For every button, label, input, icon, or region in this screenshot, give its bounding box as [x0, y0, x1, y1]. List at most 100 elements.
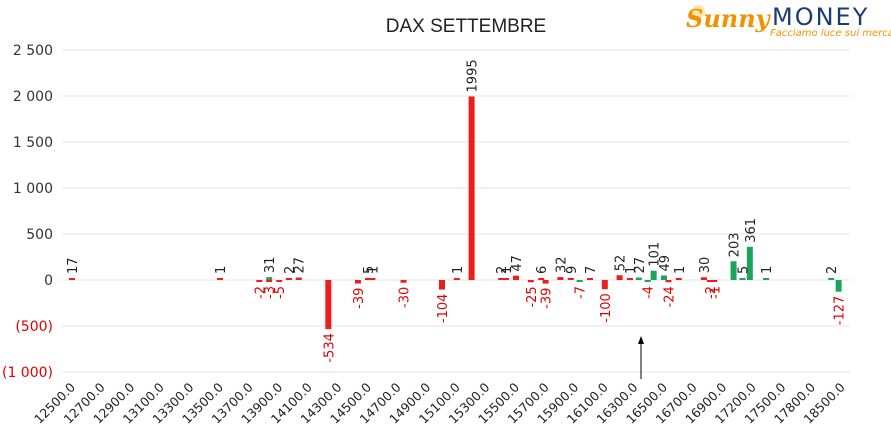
- data-label: 6: [535, 266, 550, 274]
- y-tick-label: (500): [15, 319, 53, 335]
- y-tick-label: 500: [26, 227, 53, 243]
- bar: [513, 275, 519, 280]
- bar: [325, 280, 332, 330]
- data-label: -104: [436, 294, 451, 324]
- bar: [453, 278, 460, 280]
- bars: [69, 96, 842, 330]
- bar: [739, 278, 746, 280]
- data-label: 32: [554, 257, 569, 274]
- data-label: 1: [673, 266, 688, 274]
- bar: [828, 278, 835, 280]
- data-label: -4: [642, 286, 657, 299]
- bar: [626, 278, 633, 280]
- bar: [502, 278, 509, 280]
- bar: [587, 278, 593, 280]
- data-label: 1: [624, 266, 639, 274]
- bar: [439, 280, 445, 290]
- data-label: 17: [66, 257, 81, 274]
- data-label: -39: [352, 288, 367, 309]
- data-label: -3: [263, 286, 278, 299]
- data-label: 27: [633, 257, 648, 274]
- bar: [746, 246, 753, 280]
- bar: [763, 278, 770, 280]
- bar: [468, 96, 475, 281]
- data-label: 30: [698, 257, 713, 274]
- bar: [635, 277, 642, 280]
- y-axis: 2 500 2 000 1 500 1 000 500 0 (500) (1 000): [2, 43, 53, 381]
- bar: [711, 280, 718, 282]
- data-label: -7: [574, 286, 589, 299]
- y-tick-label: 1 000: [13, 181, 53, 197]
- bar: [650, 270, 657, 280]
- data-label: -534: [322, 333, 337, 363]
- bar: [706, 280, 713, 282]
- bar: [567, 278, 574, 280]
- data-label: 52: [614, 255, 629, 272]
- bar: [576, 280, 583, 282]
- y-tick-label: 1 500: [13, 135, 53, 151]
- bar: [365, 278, 371, 280]
- bar: [675, 278, 682, 280]
- logo-brand-sunny: Sunny: [686, 4, 770, 33]
- data-label: 2: [283, 266, 298, 274]
- bar: [730, 261, 737, 280]
- pointer-arrow: [638, 336, 644, 379]
- bar: [557, 277, 564, 280]
- chart-title: DAX SETTEMBRE: [386, 16, 546, 37]
- bar: [266, 280, 273, 282]
- data-label: 27: [293, 257, 308, 274]
- data-label: 7: [584, 266, 599, 274]
- sunny-money-logo: Sunny MONEY Facciamo luce sui mercati: [686, 2, 891, 46]
- x-axis: 12500.012700.012900.013100.013300.013500…: [31, 379, 848, 426]
- data-label: -100: [599, 293, 614, 323]
- bar: [217, 278, 223, 280]
- logo-brand-money: MONEY: [772, 3, 870, 31]
- bar: [354, 280, 361, 284]
- bar: [601, 280, 608, 290]
- data-label: 203: [728, 232, 743, 257]
- data-label: 1: [366, 266, 381, 274]
- data-label: -30: [398, 287, 413, 308]
- bar: [285, 278, 292, 280]
- bar: [527, 280, 534, 283]
- data-label: 1: [500, 266, 515, 274]
- logo-tagline: Facciamo luce sui mercati: [770, 28, 891, 39]
- bar: [616, 275, 623, 280]
- data-label: 101: [648, 242, 663, 267]
- bar: [700, 277, 707, 280]
- data-label: 2: [495, 266, 510, 274]
- bar: [835, 280, 842, 292]
- data-label: -2: [704, 286, 719, 299]
- bar: [644, 280, 651, 282]
- data-label: 47: [510, 255, 525, 272]
- bar: [69, 278, 75, 280]
- sun-icon: [692, 5, 705, 18]
- y-tick-label: 0: [44, 273, 53, 289]
- data-label: 9: [565, 266, 580, 274]
- data-label: 1: [451, 266, 466, 274]
- data-label: 1995: [466, 59, 481, 92]
- bar: [400, 280, 407, 283]
- bar: [266, 277, 273, 280]
- data-label: 361: [744, 218, 759, 243]
- data-label: -39: [540, 288, 555, 309]
- data-label: -127: [833, 296, 848, 326]
- data-label: 2: [825, 266, 840, 274]
- bar: [665, 280, 672, 283]
- data-label: -25: [525, 286, 540, 307]
- gridlines: [62, 49, 850, 373]
- data-label: 1: [760, 266, 775, 274]
- y-tick-label: (1 000): [2, 365, 53, 381]
- data-label: 31: [263, 257, 278, 274]
- bar: [276, 280, 283, 282]
- bar: [369, 278, 376, 280]
- data-label: 5: [362, 266, 377, 274]
- data-label: -24: [662, 286, 677, 307]
- y-tick-label: 2 500: [13, 43, 53, 59]
- bar: [542, 280, 549, 284]
- bar: [538, 278, 545, 280]
- data-label: -2: [253, 286, 268, 299]
- bar: [295, 277, 302, 280]
